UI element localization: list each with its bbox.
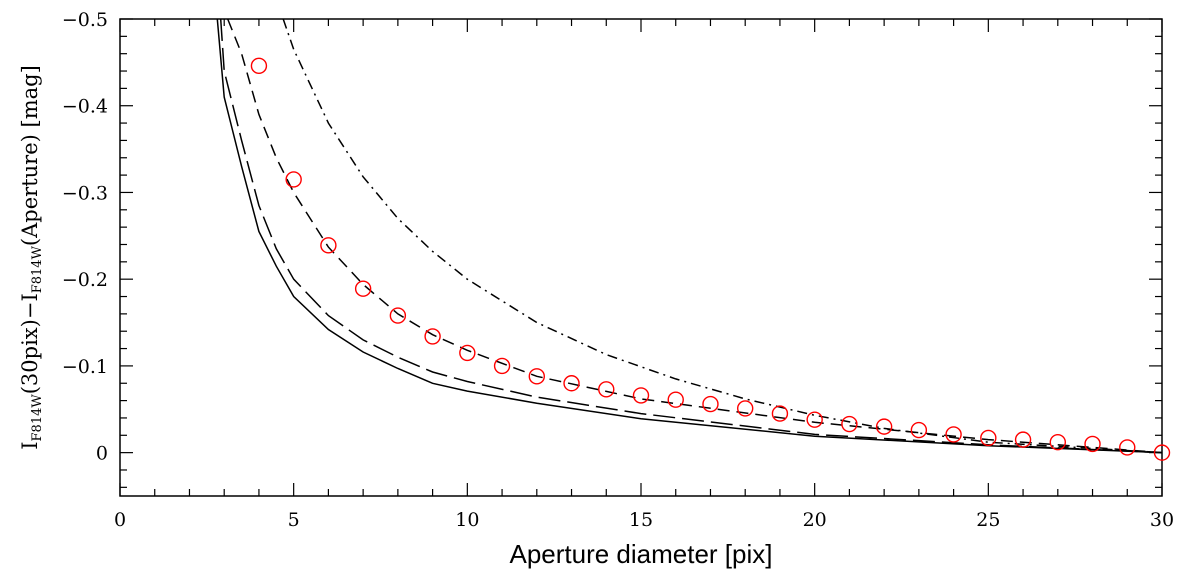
data-point [1153,444,1171,461]
curve-dash-dot [282,18,1163,454]
data-point [1084,435,1101,453]
data-point [841,415,858,433]
data-point [980,429,997,447]
y-axis-label-subscript: F814W [30,245,45,293]
data-point [667,391,684,408]
y-tick-label: −0.3 [62,182,108,204]
data-point [563,375,580,392]
data-point [632,387,650,404]
data-point [424,328,441,345]
measured-points [250,57,1171,461]
data-point [737,400,754,417]
data-point [1014,431,1032,448]
y-tick-label: −0.5 [62,9,108,31]
data-point [528,368,545,385]
data-point [945,426,962,443]
data-point [354,280,372,297]
x-tick-label: 10 [455,509,479,531]
y-tick-label: −0.2 [62,269,108,291]
model-curves [216,18,1163,454]
x-tick-label: 5 [288,509,300,531]
data-point [598,381,615,398]
axis-tick-labels: 0 5 10 15 20 25 30 −0.5 −0.4 −0.3 −0.2 −0.1 0 [62,9,1174,531]
x-axis-label: Aperture diameter [pix] [509,539,772,569]
data-point [771,405,789,422]
curve-short-dash [227,18,1163,454]
y-tick-label: −0.4 [62,96,108,118]
data-point [910,421,928,439]
x-tick-label: 20 [803,509,827,531]
x-tick-label: 15 [629,509,653,531]
curve-solid [216,18,1163,454]
data-point [320,237,337,254]
data-point [806,411,823,428]
data-point [1119,439,1136,456]
y-axis-label-part: (Aperture) [mag] [18,65,42,246]
data-point [1049,434,1067,451]
data-point [250,57,268,75]
curve-long-dash [219,18,1163,454]
y-axis-label-part: (30pix)−I [18,293,42,394]
data-point [389,307,407,324]
x-tick-label: 0 [114,509,126,531]
plot-frame [119,18,1163,497]
x-tick-label: 25 [976,509,1000,531]
x-tick-label: 30 [1150,509,1174,531]
data-point [875,418,893,435]
data-point [459,344,476,362]
y-tick-label: −0.1 [62,356,108,378]
data-point [702,395,719,413]
y-tick-label: 0 [96,443,108,465]
y-axis-label: IF814W(30pix)−IF814W(Aperture) [mag] [18,65,45,450]
y-axis-label-subscript: F814W [30,394,45,442]
data-point [285,171,302,188]
axis-ticks [119,18,1163,496]
data-point [493,357,511,375]
y-axis-label-part: I [18,441,42,449]
